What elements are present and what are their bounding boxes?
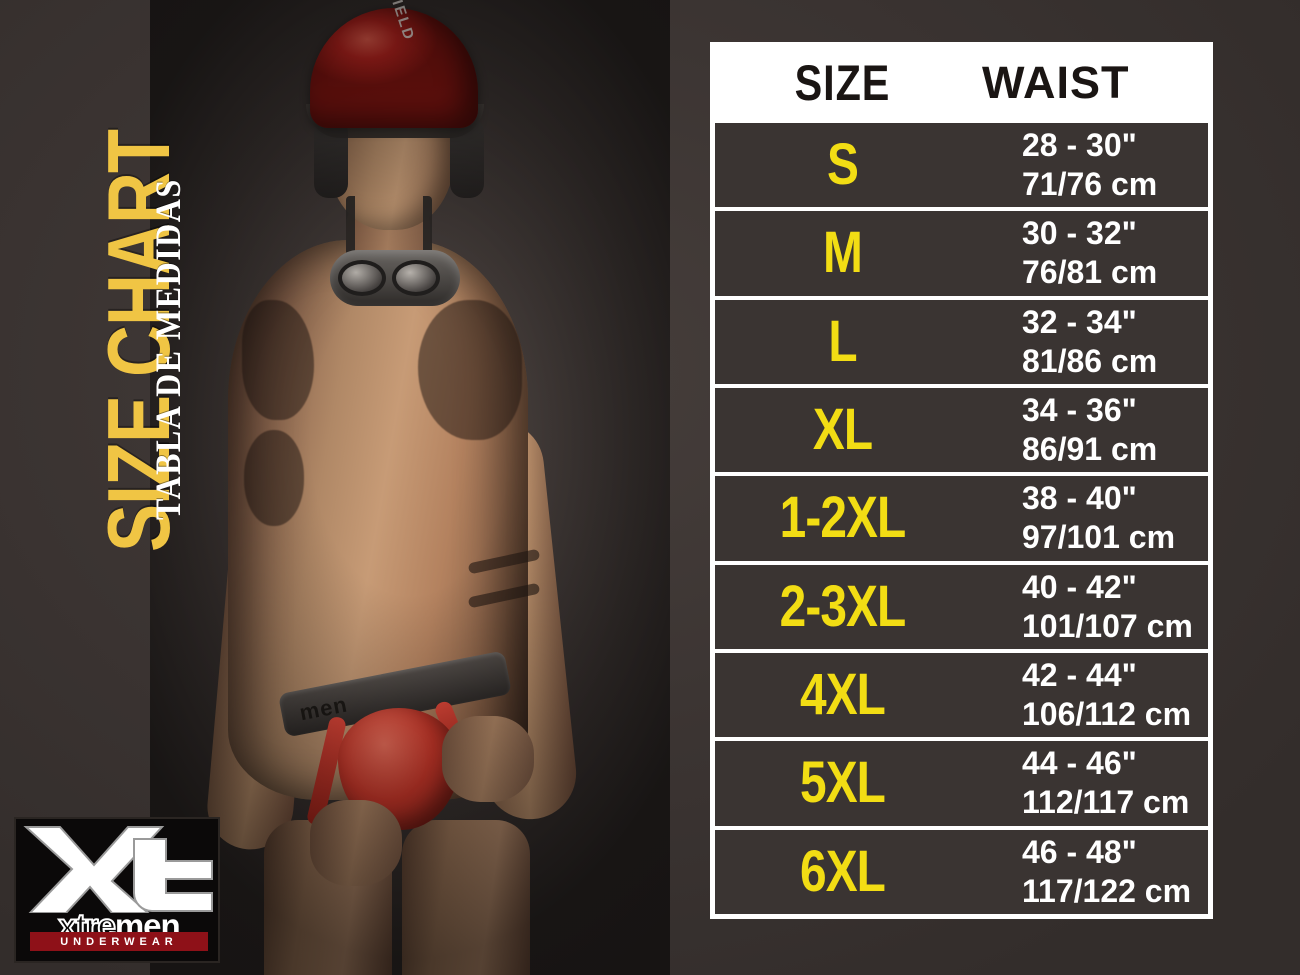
waist-inches: 28 - 30" <box>1022 127 1137 164</box>
cell-size: 5XL <box>800 750 886 816</box>
waist-centimeters: 81/86 cm <box>1022 342 1158 379</box>
table-row: 1-2XL 38 - 40" 97/101 cm <box>715 472 1208 561</box>
cell-waist: 40 - 42" 101/107 cm <box>970 568 1208 646</box>
table-row: XL 34 - 36" 86/91 cm <box>715 383 1208 473</box>
cell-size: 2-3XL <box>779 574 907 640</box>
waist-centimeters: 117/122 cm <box>1022 872 1192 909</box>
cell-waist: 46 - 48" 117/122 cm <box>970 833 1208 911</box>
table-row: S 28 - 30" 71/76 cm <box>715 119 1208 208</box>
waist-inches: 44 - 46" <box>1022 745 1137 782</box>
cell-waist: 32 - 34" 81/86 cm <box>970 303 1208 381</box>
cell-waist: 30 - 32" 76/81 cm <box>970 214 1208 292</box>
cell-waist: 34 - 36" 86/91 cm <box>970 391 1208 469</box>
model-photo: IELD men <box>150 0 670 975</box>
cell-waist: 44 - 46" 112/117 cm <box>970 744 1208 822</box>
table-row: 5XL 44 - 46" 112/117 cm <box>715 737 1208 826</box>
waist-centimeters: 97/101 cm <box>1022 519 1176 556</box>
table-row: 4XL 42 - 44" 106/112 cm <box>715 648 1208 738</box>
cell-size: 6XL <box>800 839 886 905</box>
brand-tagline-bar: UNDERWEAR <box>30 932 208 951</box>
table-row: 2-3XL 40 - 42" 101/107 cm <box>715 560 1208 649</box>
table-row: M 30 - 32" 76/81 cm <box>715 207 1208 296</box>
waist-centimeters: 106/112 cm <box>1022 696 1192 733</box>
waist-centimeters: 112/117 cm <box>1022 784 1190 821</box>
table-row: 6XL 46 - 48" 117/122 cm <box>715 825 1208 914</box>
cell-size: M <box>823 221 863 286</box>
waist-centimeters: 101/107 cm <box>1022 607 1193 644</box>
cell-size: 1-2XL <box>779 485 907 551</box>
brand-logo: xtremen UNDERWEAR <box>14 817 220 963</box>
cell-size: L <box>828 309 857 375</box>
table-body: S 28 - 30" 71/76 cm M 30 - 32" 76/81 cm L 32 - … <box>715 119 1208 914</box>
cell-waist: 28 - 30" 71/76 cm <box>970 126 1208 204</box>
waist-inches: 30 - 32" <box>1022 215 1137 252</box>
cell-waist: 38 - 40" 97/101 cm <box>970 479 1208 557</box>
photo-vignette <box>150 0 670 975</box>
cell-size: S <box>827 132 859 198</box>
waist-centimeters: 71/76 cm <box>1022 166 1158 203</box>
waist-inches: 46 - 48" <box>1022 833 1137 870</box>
column-header-size: SIZE <box>794 53 891 111</box>
cell-size: XL <box>812 397 873 463</box>
table-row: L 32 - 34" 81/86 cm <box>715 295 1208 384</box>
waist-centimeters: 76/81 cm <box>1022 254 1158 291</box>
waist-centimeters: 86/91 cm <box>1022 431 1158 468</box>
size-chart-table: SIZE WAIST S 28 - 30" 71/76 cm M 30 - 32" 76/… <box>710 42 1213 919</box>
cell-size: 4XL <box>800 662 886 728</box>
waist-inches: 38 - 40" <box>1022 480 1137 517</box>
waist-inches: 34 - 36" <box>1022 392 1137 429</box>
column-header-waist: WAIST <box>982 56 1130 108</box>
waist-inches: 32 - 34" <box>1022 303 1137 340</box>
cell-waist: 42 - 44" 106/112 cm <box>970 656 1208 734</box>
waist-inches: 40 - 42" <box>1022 568 1137 605</box>
waist-inches: 42 - 44" <box>1022 657 1137 694</box>
table-header-row: SIZE WAIST <box>715 47 1208 119</box>
xt-monogram-icon <box>23 826 213 913</box>
brand-tagline: UNDERWEAR <box>60 935 178 948</box>
